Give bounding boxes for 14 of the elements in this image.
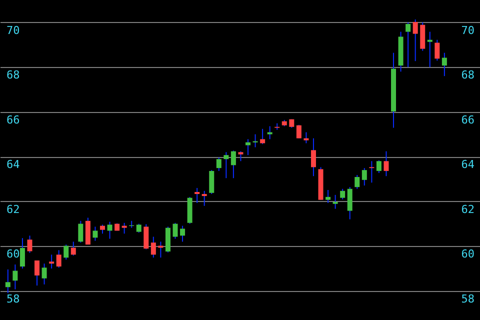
y2-tick-label: 66 [461,113,474,126]
y-tick-label: 60 [6,248,20,261]
y2-tick-label: 58 [461,292,474,306]
y-tick-label: 62 [6,202,20,216]
y2-tick-label: 68 [461,68,474,82]
y-tick-label: 70 [6,24,20,37]
y2-tick-label: 60 [461,248,474,261]
y2-tick-label: 70 [461,24,474,37]
y2-tick-label: 62 [461,202,474,216]
y-tick-label: 66 [6,113,20,126]
y2-tick-label: 64 [461,158,475,172]
y-tick-label: 58 [6,292,20,306]
y-tick-label: 68 [6,68,20,82]
y-tick-label: 64 [6,158,20,172]
